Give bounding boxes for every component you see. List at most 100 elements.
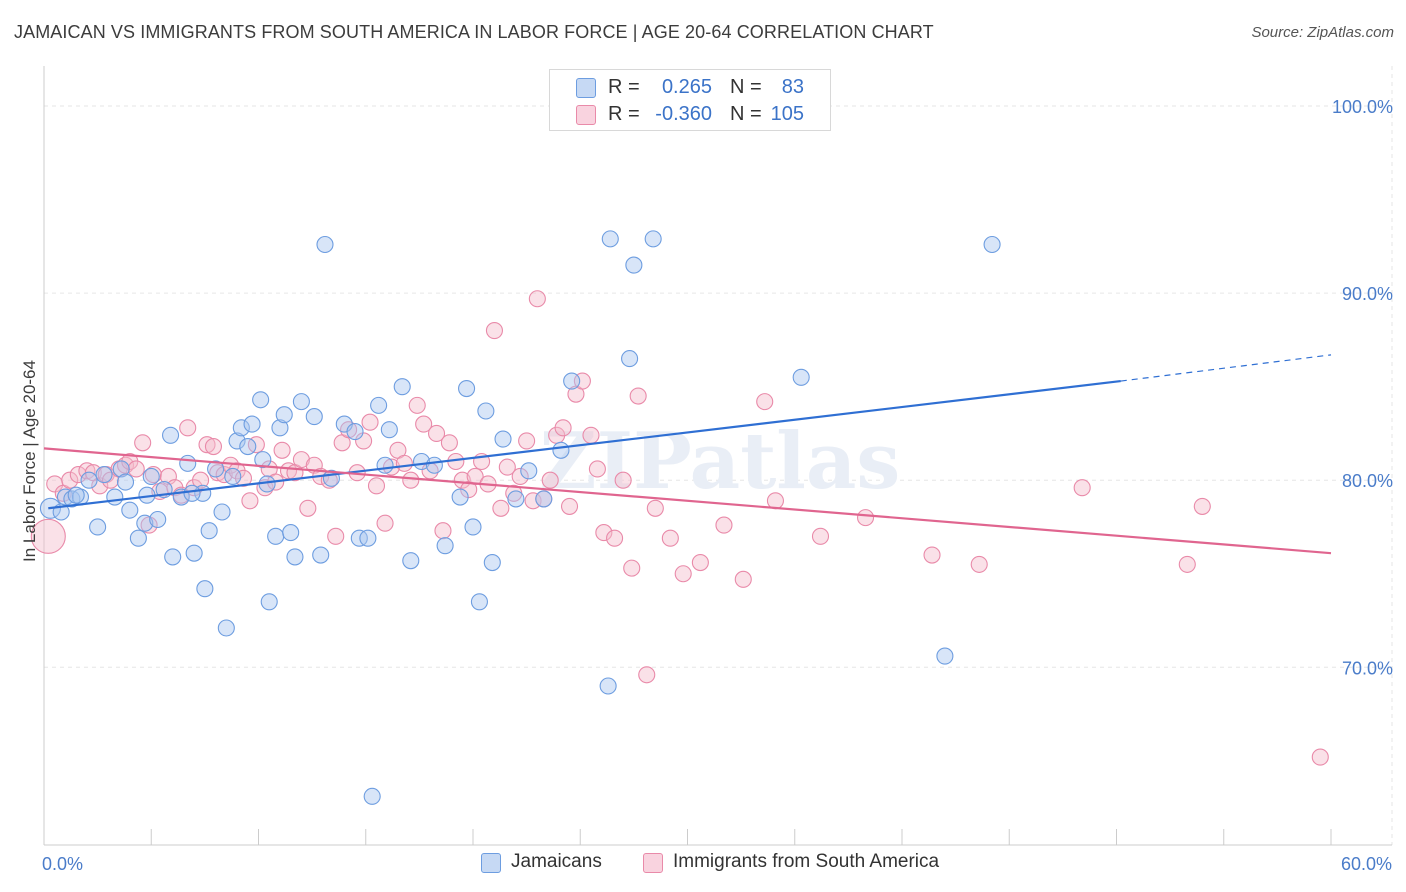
legend-r-label: R = xyxy=(608,76,640,98)
point-jamaicans xyxy=(599,677,617,695)
legend-n-label: N = xyxy=(730,76,762,98)
legend-row-jamaicans: R = 0.265 N = 83 xyxy=(550,74,830,100)
gridlines xyxy=(44,105,1392,668)
point-immigrants xyxy=(247,436,265,454)
point-jamaicans xyxy=(621,350,639,368)
legend-n-value: 83 xyxy=(781,76,804,98)
point-immigrants xyxy=(1178,555,1196,573)
point-jamaicans xyxy=(207,460,225,478)
point-jamaicans xyxy=(359,529,377,547)
correlation-legend: R = 0.265 N = 83 R = -0.360 N = 105 xyxy=(549,69,831,131)
point-jamaicans xyxy=(305,408,323,426)
point-jamaicans xyxy=(224,467,242,486)
y-tick-labels: 100.0% 90.0% 80.0% 70.0% xyxy=(1332,97,1393,678)
point-jamaicans xyxy=(149,510,167,529)
point-immigrants xyxy=(427,424,446,442)
point-jamaicans xyxy=(494,430,512,448)
point-jamaicans xyxy=(239,437,257,456)
point-immigrants xyxy=(485,321,504,340)
point-jamaicans xyxy=(346,423,364,441)
bottom-legend-swatch-jamaicans xyxy=(481,853,501,873)
point-jamaicans xyxy=(89,518,107,536)
point-immigrants xyxy=(355,432,373,450)
point-jamaicans xyxy=(260,593,278,611)
legend-n-value: 105 xyxy=(770,103,804,125)
point-jamaicans xyxy=(792,368,810,386)
point-immigrants xyxy=(192,471,210,489)
point-jamaicans xyxy=(116,473,135,491)
point-immigrants xyxy=(453,471,471,489)
point-jamaicans xyxy=(625,256,643,274)
point-immigrants xyxy=(1193,497,1211,515)
point-jamaicans xyxy=(393,378,411,396)
point-immigrants xyxy=(646,499,664,517)
point-jamaicans xyxy=(67,486,85,504)
point-immigrants xyxy=(614,471,632,489)
point-jamaicans xyxy=(213,503,231,521)
point-immigrants xyxy=(638,666,656,684)
y-axis-label: In Labor Force | Age 20-64 xyxy=(20,360,39,562)
trendline-immigrants xyxy=(43,447,1332,555)
point-immigrants xyxy=(415,415,433,433)
point-immigrants xyxy=(361,413,379,431)
point-immigrants xyxy=(440,434,458,452)
point-immigrants xyxy=(1073,479,1091,497)
point-immigrants xyxy=(715,516,733,534)
legend-swatch-immigrants xyxy=(576,105,596,125)
point-jamaicans xyxy=(129,529,147,547)
point-jamaicans xyxy=(252,391,270,409)
point-immigrants xyxy=(588,460,606,478)
point-jamaicans xyxy=(563,372,581,390)
point-immigrants xyxy=(127,460,145,478)
point-jamaicans xyxy=(936,647,954,665)
point-immigrants xyxy=(582,426,600,444)
point-jamaicans xyxy=(232,419,250,437)
point-jamaicans xyxy=(217,619,235,637)
point-jamaicans xyxy=(254,451,272,469)
point-immigrants xyxy=(524,492,542,510)
point-immigrants xyxy=(623,559,641,577)
point-jamaicans xyxy=(370,396,388,414)
point-jamaicans xyxy=(520,462,538,480)
point-immigrants xyxy=(554,419,572,437)
point-immigrants xyxy=(541,471,559,489)
point-immigrants xyxy=(511,467,529,486)
point-immigrants xyxy=(1311,748,1329,766)
legend-r-value: 0.265 xyxy=(661,76,712,98)
point-jamaicans xyxy=(196,580,214,598)
point-immigrants xyxy=(292,451,310,469)
point-immigrants xyxy=(134,434,152,452)
point-jamaicans xyxy=(162,426,180,444)
point-immigrants xyxy=(970,555,988,573)
point-immigrants xyxy=(61,471,79,489)
y-tick-label: 80.0% xyxy=(1342,471,1393,491)
y-tick-label: 100.0% xyxy=(1332,97,1393,117)
point-immigrants xyxy=(734,570,752,588)
legend-n-label: N = xyxy=(730,103,762,125)
point-jamaicans xyxy=(376,456,394,474)
point-jamaicans xyxy=(267,527,285,545)
legend-r-label: R = xyxy=(608,103,640,125)
point-jamaicans xyxy=(601,230,619,248)
point-jamaicans xyxy=(80,471,98,489)
point-immigrants xyxy=(856,509,875,527)
point-jamaicans xyxy=(316,235,334,254)
trendline-jamaicans xyxy=(48,379,1121,510)
point-jamaicans xyxy=(402,552,420,570)
point-immigrants xyxy=(69,466,87,484)
point-immigrants xyxy=(661,529,679,547)
chart-title: JAMAICAN VS IMMIGRANTS FROM SOUTH AMERIC… xyxy=(14,22,934,42)
axes xyxy=(43,66,1393,846)
point-immigrants xyxy=(560,497,579,515)
point-immigrants xyxy=(241,492,259,510)
point-immigrants xyxy=(528,290,546,308)
point-immigrants xyxy=(395,454,413,472)
point-immigrants xyxy=(923,546,941,564)
legend-r-value: -0.360 xyxy=(655,103,712,125)
point-immigrants xyxy=(376,514,394,532)
point-jamaicans xyxy=(983,235,1001,254)
series-jamaicans xyxy=(39,230,1001,805)
point-jamaicans xyxy=(425,456,443,474)
point-immigrants xyxy=(402,471,420,489)
